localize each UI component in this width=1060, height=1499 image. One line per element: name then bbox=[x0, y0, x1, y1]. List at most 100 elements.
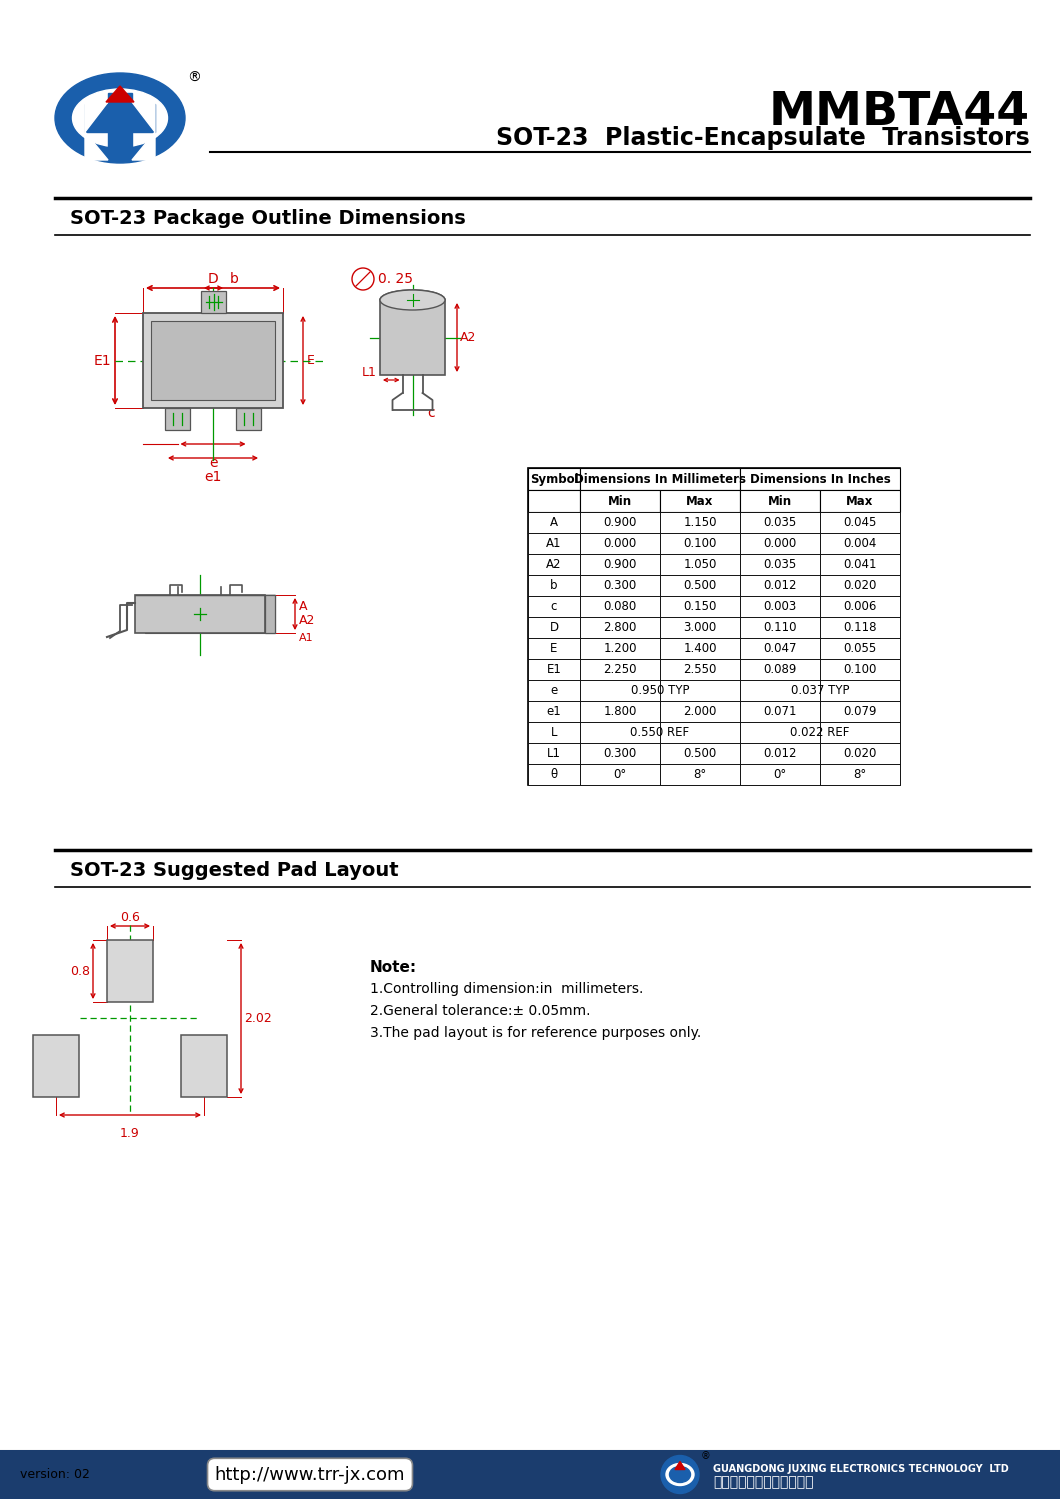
Text: 8°: 8° bbox=[853, 767, 867, 781]
Bar bbox=[107, 940, 153, 1001]
Bar bbox=[528, 618, 580, 639]
Bar bbox=[820, 744, 900, 764]
Bar bbox=[151, 321, 275, 400]
Text: 0.900: 0.900 bbox=[603, 558, 637, 571]
Bar bbox=[580, 660, 660, 681]
Bar bbox=[660, 764, 740, 785]
Text: θ: θ bbox=[550, 767, 558, 781]
Bar bbox=[660, 660, 740, 681]
Bar bbox=[528, 764, 580, 785]
Text: 广东锔兴电子科技有限公司: 广东锔兴电子科技有限公司 bbox=[713, 1475, 813, 1490]
Bar bbox=[740, 597, 820, 618]
Text: A2: A2 bbox=[460, 331, 476, 343]
Bar bbox=[580, 681, 660, 702]
Text: A: A bbox=[299, 600, 307, 613]
Text: 0.110: 0.110 bbox=[763, 621, 797, 634]
Text: 0.003: 0.003 bbox=[763, 600, 797, 613]
Bar bbox=[181, 1034, 227, 1097]
Bar bbox=[528, 597, 580, 618]
Bar bbox=[580, 723, 660, 744]
Bar bbox=[740, 681, 820, 702]
Text: ®: ® bbox=[701, 1451, 711, 1462]
Bar bbox=[236, 408, 261, 430]
Text: D: D bbox=[208, 271, 218, 286]
Bar bbox=[660, 681, 740, 702]
Text: b: b bbox=[230, 271, 239, 286]
Text: SOT-23 Suggested Pad Layout: SOT-23 Suggested Pad Layout bbox=[70, 860, 399, 880]
Text: 0°: 0° bbox=[614, 767, 626, 781]
Text: 0.950 TYP: 0.950 TYP bbox=[631, 684, 689, 697]
Text: 0.079: 0.079 bbox=[844, 705, 877, 718]
Polygon shape bbox=[675, 1462, 685, 1469]
Text: E1: E1 bbox=[547, 663, 562, 676]
Text: Max: Max bbox=[686, 495, 713, 508]
Bar bbox=[660, 576, 740, 597]
Bar bbox=[580, 639, 660, 660]
Bar bbox=[165, 408, 190, 430]
Text: 2.02: 2.02 bbox=[244, 1012, 271, 1025]
Bar bbox=[528, 702, 580, 723]
Text: 1.400: 1.400 bbox=[684, 642, 717, 655]
Text: 0.020: 0.020 bbox=[844, 747, 877, 760]
Text: SOT-23 Package Outline Dimensions: SOT-23 Package Outline Dimensions bbox=[70, 208, 465, 228]
Bar bbox=[528, 513, 580, 534]
Bar bbox=[580, 468, 740, 490]
Text: 0.041: 0.041 bbox=[844, 558, 877, 571]
Bar bbox=[740, 513, 820, 534]
Text: 0.300: 0.300 bbox=[603, 579, 637, 592]
Bar bbox=[660, 744, 740, 764]
Bar bbox=[528, 490, 580, 513]
Text: 1.050: 1.050 bbox=[684, 558, 717, 571]
Text: D: D bbox=[549, 621, 559, 634]
Bar bbox=[580, 764, 660, 785]
Polygon shape bbox=[265, 595, 275, 633]
Text: 0.150: 0.150 bbox=[684, 600, 717, 613]
Text: 0.000: 0.000 bbox=[763, 537, 797, 550]
Text: L1: L1 bbox=[363, 366, 377, 379]
Bar bbox=[528, 468, 580, 490]
Bar bbox=[820, 618, 900, 639]
Text: e: e bbox=[209, 456, 217, 471]
Text: 3.The pad layout is for reference purposes only.: 3.The pad layout is for reference purpos… bbox=[370, 1025, 702, 1040]
Bar bbox=[528, 723, 580, 744]
Text: 0.089: 0.089 bbox=[763, 663, 797, 676]
Text: c: c bbox=[551, 600, 558, 613]
Text: A2: A2 bbox=[546, 558, 562, 571]
Bar bbox=[108, 93, 132, 148]
Bar bbox=[740, 555, 820, 576]
Text: 0.006: 0.006 bbox=[844, 600, 877, 613]
Bar bbox=[135, 595, 265, 633]
Text: A2: A2 bbox=[299, 613, 316, 627]
Text: 8°: 8° bbox=[693, 767, 707, 781]
Text: 0.037 TYP: 0.037 TYP bbox=[791, 684, 849, 697]
Bar bbox=[820, 639, 900, 660]
Bar bbox=[740, 618, 820, 639]
Text: 1.Controlling dimension:in  millimeters.: 1.Controlling dimension:in millimeters. bbox=[370, 982, 643, 995]
Bar bbox=[740, 660, 820, 681]
Text: 1.9: 1.9 bbox=[120, 1127, 140, 1141]
Text: 0.118: 0.118 bbox=[844, 621, 877, 634]
Text: Note:: Note: bbox=[370, 959, 418, 974]
Bar bbox=[820, 597, 900, 618]
Bar bbox=[660, 534, 740, 555]
Text: E: E bbox=[550, 642, 558, 655]
Text: L: L bbox=[551, 726, 558, 739]
Text: 0.500: 0.500 bbox=[684, 579, 717, 592]
Text: A: A bbox=[550, 516, 558, 529]
Text: MMBTA44: MMBTA44 bbox=[768, 90, 1030, 135]
Text: Min: Min bbox=[608, 495, 632, 508]
Text: L1: L1 bbox=[547, 747, 561, 760]
Bar bbox=[740, 744, 820, 764]
Bar bbox=[580, 555, 660, 576]
Bar bbox=[528, 576, 580, 597]
Bar bbox=[0, 1450, 1060, 1499]
Text: Max: Max bbox=[846, 495, 873, 508]
Ellipse shape bbox=[666, 1463, 694, 1486]
Bar bbox=[528, 555, 580, 576]
Bar bbox=[528, 744, 580, 764]
Text: 1.800: 1.800 bbox=[603, 705, 637, 718]
Polygon shape bbox=[85, 102, 108, 132]
Bar bbox=[820, 534, 900, 555]
Text: 0.8: 0.8 bbox=[70, 964, 90, 977]
Bar bbox=[528, 639, 580, 660]
